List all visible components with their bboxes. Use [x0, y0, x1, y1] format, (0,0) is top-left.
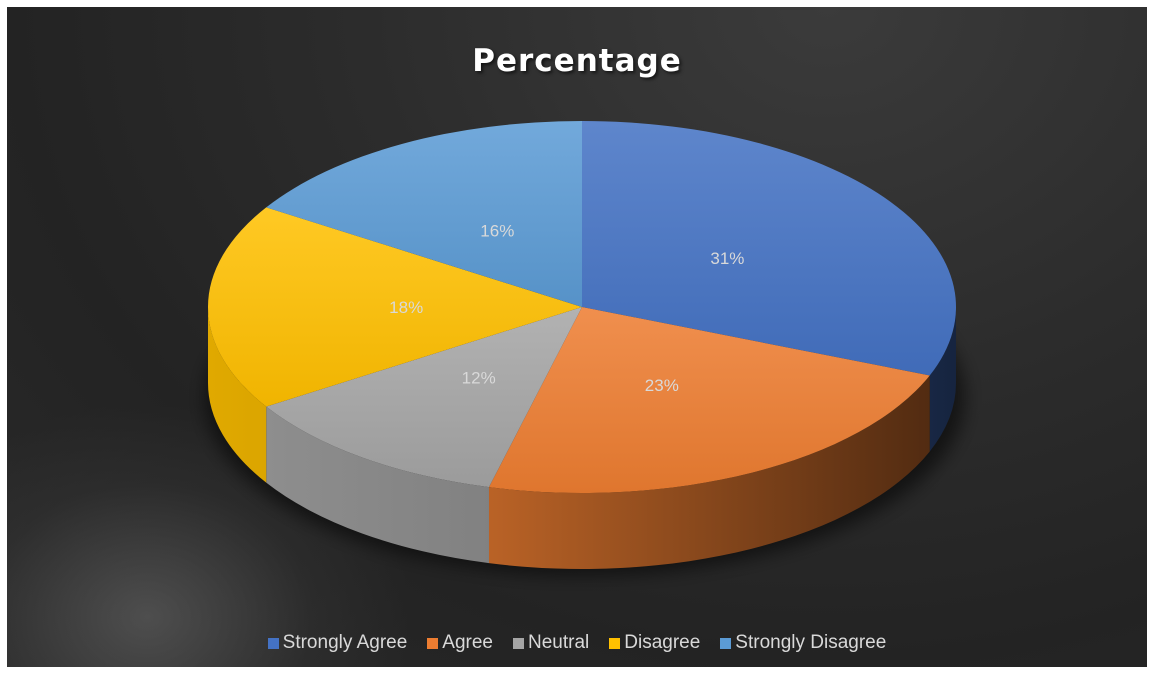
legend-item-strongly-agree[interactable]: Strongly Agree	[267, 632, 408, 654]
pie-slice-agree[interactable]	[488, 307, 930, 493]
legend-item-agree[interactable]: Agree	[427, 632, 493, 654]
pie-slice-disagree[interactable]	[208, 207, 582, 407]
data-label-disagree: 18%	[389, 298, 423, 317]
legend-swatch	[609, 637, 621, 649]
legend-label: Strongly Disagree	[735, 632, 887, 653]
legend-label: Disagree	[624, 632, 701, 653]
pie-side-agree	[488, 375, 930, 569]
data-label-strongly-disagree: 16%	[480, 221, 514, 240]
legend-item-disagree[interactable]: Disagree	[609, 632, 700, 654]
data-label-strongly-agree: 31%	[710, 249, 744, 268]
legend-label: Neutral	[528, 632, 590, 653]
legend-swatch	[427, 637, 439, 649]
pie-slice-strongly-agree[interactable]	[582, 121, 956, 376]
pie-tops	[208, 121, 956, 493]
pie-side-neutral	[266, 406, 489, 564]
legend-item-neutral[interactable]: Neutral	[513, 632, 589, 654]
pie-slice-neutral[interactable]	[266, 307, 582, 488]
pie-sides	[208, 307, 956, 569]
chart-area: Percentage 31% 23% 12% 18% 16% Strongly Agre…	[7, 7, 1147, 667]
legend-swatch	[267, 637, 279, 649]
chart-title: Percentage	[472, 43, 682, 79]
data-label-neutral: 12%	[462, 369, 496, 388]
pie-side-strongly-agree	[929, 307, 956, 452]
legend-item-strongly-disagree[interactable]: Strongly Disagree	[720, 632, 886, 654]
pie-chart: 31% 23% 12% 18% 16%	[205, 121, 965, 575]
pie-side-disagree	[208, 307, 267, 483]
legend-swatch	[720, 637, 732, 649]
legend-label: Agree	[442, 632, 493, 653]
legend-swatch	[513, 637, 524, 649]
legend-label: Strongly Agree	[282, 632, 408, 653]
data-label-agree: 23%	[645, 376, 679, 395]
legend: Strongly Agree Agree Neutral Disagree Strong…	[7, 632, 1147, 654]
pie-slice-strongly-disagree[interactable]	[266, 121, 582, 307]
pie-labels: 31% 23% 12% 18% 16%	[389, 221, 744, 395]
